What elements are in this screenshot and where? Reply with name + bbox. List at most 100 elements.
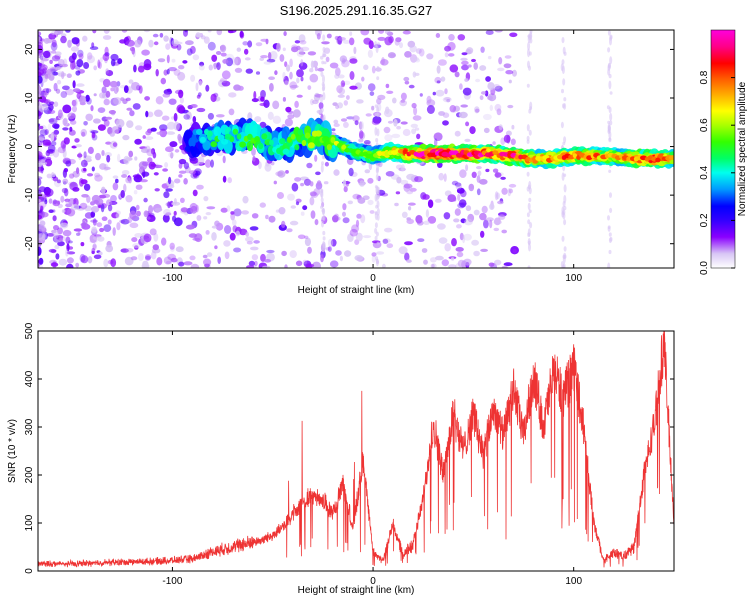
noise-blob <box>107 204 113 212</box>
noise-blob <box>142 135 146 139</box>
noise-blob <box>377 36 386 41</box>
noise-blob <box>44 129 49 135</box>
noise-blob <box>138 85 143 94</box>
noise-blob <box>284 80 289 86</box>
noise-blob <box>296 69 304 78</box>
ridge-blob <box>315 130 322 137</box>
noise-blob <box>38 110 42 120</box>
noise-blob <box>157 58 166 63</box>
noise-blob <box>251 254 259 261</box>
noise-blob <box>38 40 43 45</box>
ridge-blob <box>202 140 211 151</box>
streak-blob <box>609 56 613 65</box>
noise-blob <box>51 39 57 48</box>
noise-blob <box>254 116 262 123</box>
spectrogram-frame <box>37 29 675 269</box>
noise-blob <box>343 39 350 44</box>
noise-blob <box>422 194 430 200</box>
noise-blob <box>143 233 152 243</box>
noise-blob <box>228 108 235 116</box>
noise-blob <box>489 104 493 111</box>
streak-blob <box>529 34 533 39</box>
noise-blob <box>461 60 469 66</box>
noise-blob <box>360 214 366 224</box>
noise-blob <box>92 244 97 249</box>
noise-blob <box>53 101 59 107</box>
noise-blob <box>112 175 119 179</box>
streak-blob <box>526 186 530 192</box>
noise-blob <box>40 64 48 71</box>
noise-blob <box>285 170 289 174</box>
noise-blob <box>273 180 277 185</box>
noise-blob <box>38 161 44 167</box>
ridge-blob <box>196 128 203 135</box>
noise-blob <box>221 80 231 87</box>
y-tick-label: 20 <box>24 43 35 55</box>
noise-blob <box>135 125 143 131</box>
noise-blob <box>57 241 65 247</box>
noise-blob <box>228 92 237 98</box>
noise-blob <box>38 246 42 256</box>
noise-blob <box>131 46 135 55</box>
noise-blob <box>55 30 64 35</box>
noise-blob <box>255 42 263 47</box>
noise-blob <box>99 57 103 63</box>
noise-blob <box>400 92 407 101</box>
noise-blob <box>200 35 206 40</box>
noise-blob <box>183 178 188 185</box>
noise-blob <box>160 77 166 85</box>
noise-blob <box>173 210 177 216</box>
noise-blob <box>190 263 200 268</box>
noise-blob <box>399 42 403 49</box>
noise-blob <box>408 206 412 211</box>
noise-blob <box>85 94 90 102</box>
noise-blob <box>260 89 266 99</box>
noise-blob <box>236 47 241 52</box>
noise-blob <box>50 172 56 178</box>
noise-blob <box>53 129 60 135</box>
noise-blob <box>286 64 291 72</box>
noise-blob <box>343 80 351 86</box>
noise-blob <box>341 59 350 68</box>
noise-blob <box>161 115 170 121</box>
noise-blob <box>263 99 270 109</box>
noise-blob <box>179 97 184 104</box>
noise-blob <box>404 80 410 85</box>
noise-blob <box>509 32 518 38</box>
noise-blob <box>186 111 192 120</box>
colorbar-frame <box>710 29 736 269</box>
noise-blob <box>142 260 149 268</box>
streak-blob <box>563 136 567 144</box>
noise-blob <box>84 212 94 219</box>
colorbar-tick-label: 0.0 <box>699 261 710 275</box>
noise-blob <box>442 120 449 126</box>
noise-blob <box>51 55 61 62</box>
noise-blob <box>400 99 405 103</box>
noise-blob <box>171 58 176 63</box>
noise-blob <box>196 184 204 190</box>
ridge-blob <box>217 134 225 141</box>
noise-blob <box>61 187 68 194</box>
noise-blob <box>203 216 208 220</box>
ridge-blob <box>246 140 254 152</box>
noise-blob <box>148 39 154 48</box>
noise-blob <box>367 199 374 206</box>
noise-blob <box>77 231 81 236</box>
noise-blob <box>46 68 52 75</box>
noise-blob <box>120 97 125 102</box>
streak-blob <box>375 167 379 174</box>
noise-blob <box>383 126 391 134</box>
noise-blob <box>251 213 259 219</box>
noise-blob <box>211 54 218 62</box>
noise-blob <box>91 166 95 172</box>
noise-blob <box>105 68 109 74</box>
streak-blob <box>528 209 532 214</box>
noise-blob <box>110 87 115 92</box>
noise-blob <box>43 50 51 59</box>
noise-blob <box>414 58 421 63</box>
streak-blob <box>526 212 530 218</box>
noise-blob <box>199 61 205 67</box>
noise-blob <box>94 174 103 182</box>
noise-blob <box>340 80 346 88</box>
noise-blob <box>207 30 212 33</box>
